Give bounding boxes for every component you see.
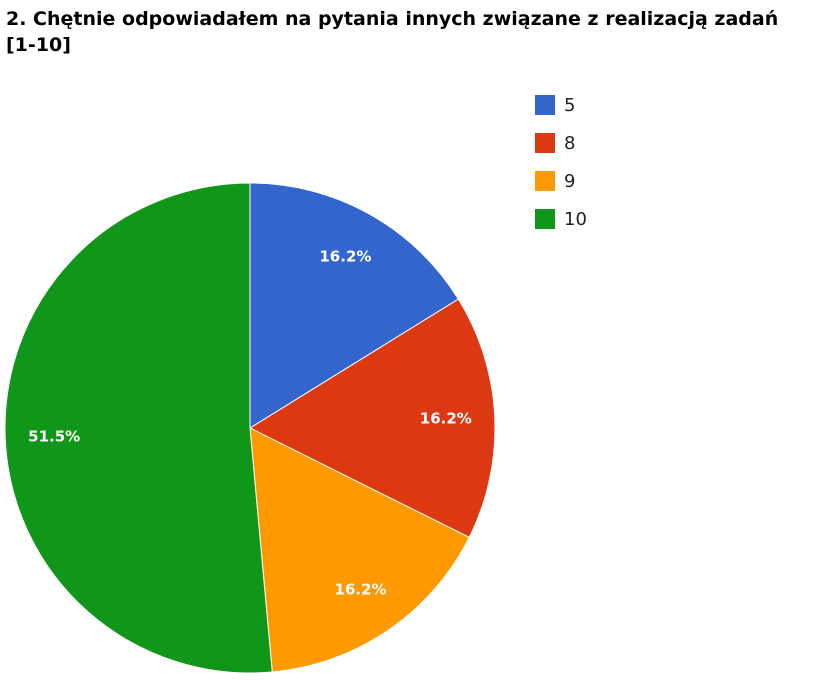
legend-label: 5 [564,95,575,116]
slice-label: 51.5% [28,427,80,445]
legend-swatch [535,209,555,229]
slice-label: 16.2% [420,410,472,428]
legend-swatch [535,133,555,153]
pie-slice [249,427,470,673]
slice-label: 16.2% [319,247,371,265]
legend-swatch [535,95,555,115]
slice-label: 16.2% [335,580,387,598]
chart-title: 2. Chętnie odpowiadałem na pytania innyc… [6,8,779,56]
legend-label: 8 [564,133,575,154]
legend-swatch [535,171,555,191]
legend-label: 9 [564,171,575,192]
pie-slice [248,298,496,539]
legend-label: 10 [564,209,587,230]
pie-slice [249,182,460,429]
pie-slice [4,182,273,674]
